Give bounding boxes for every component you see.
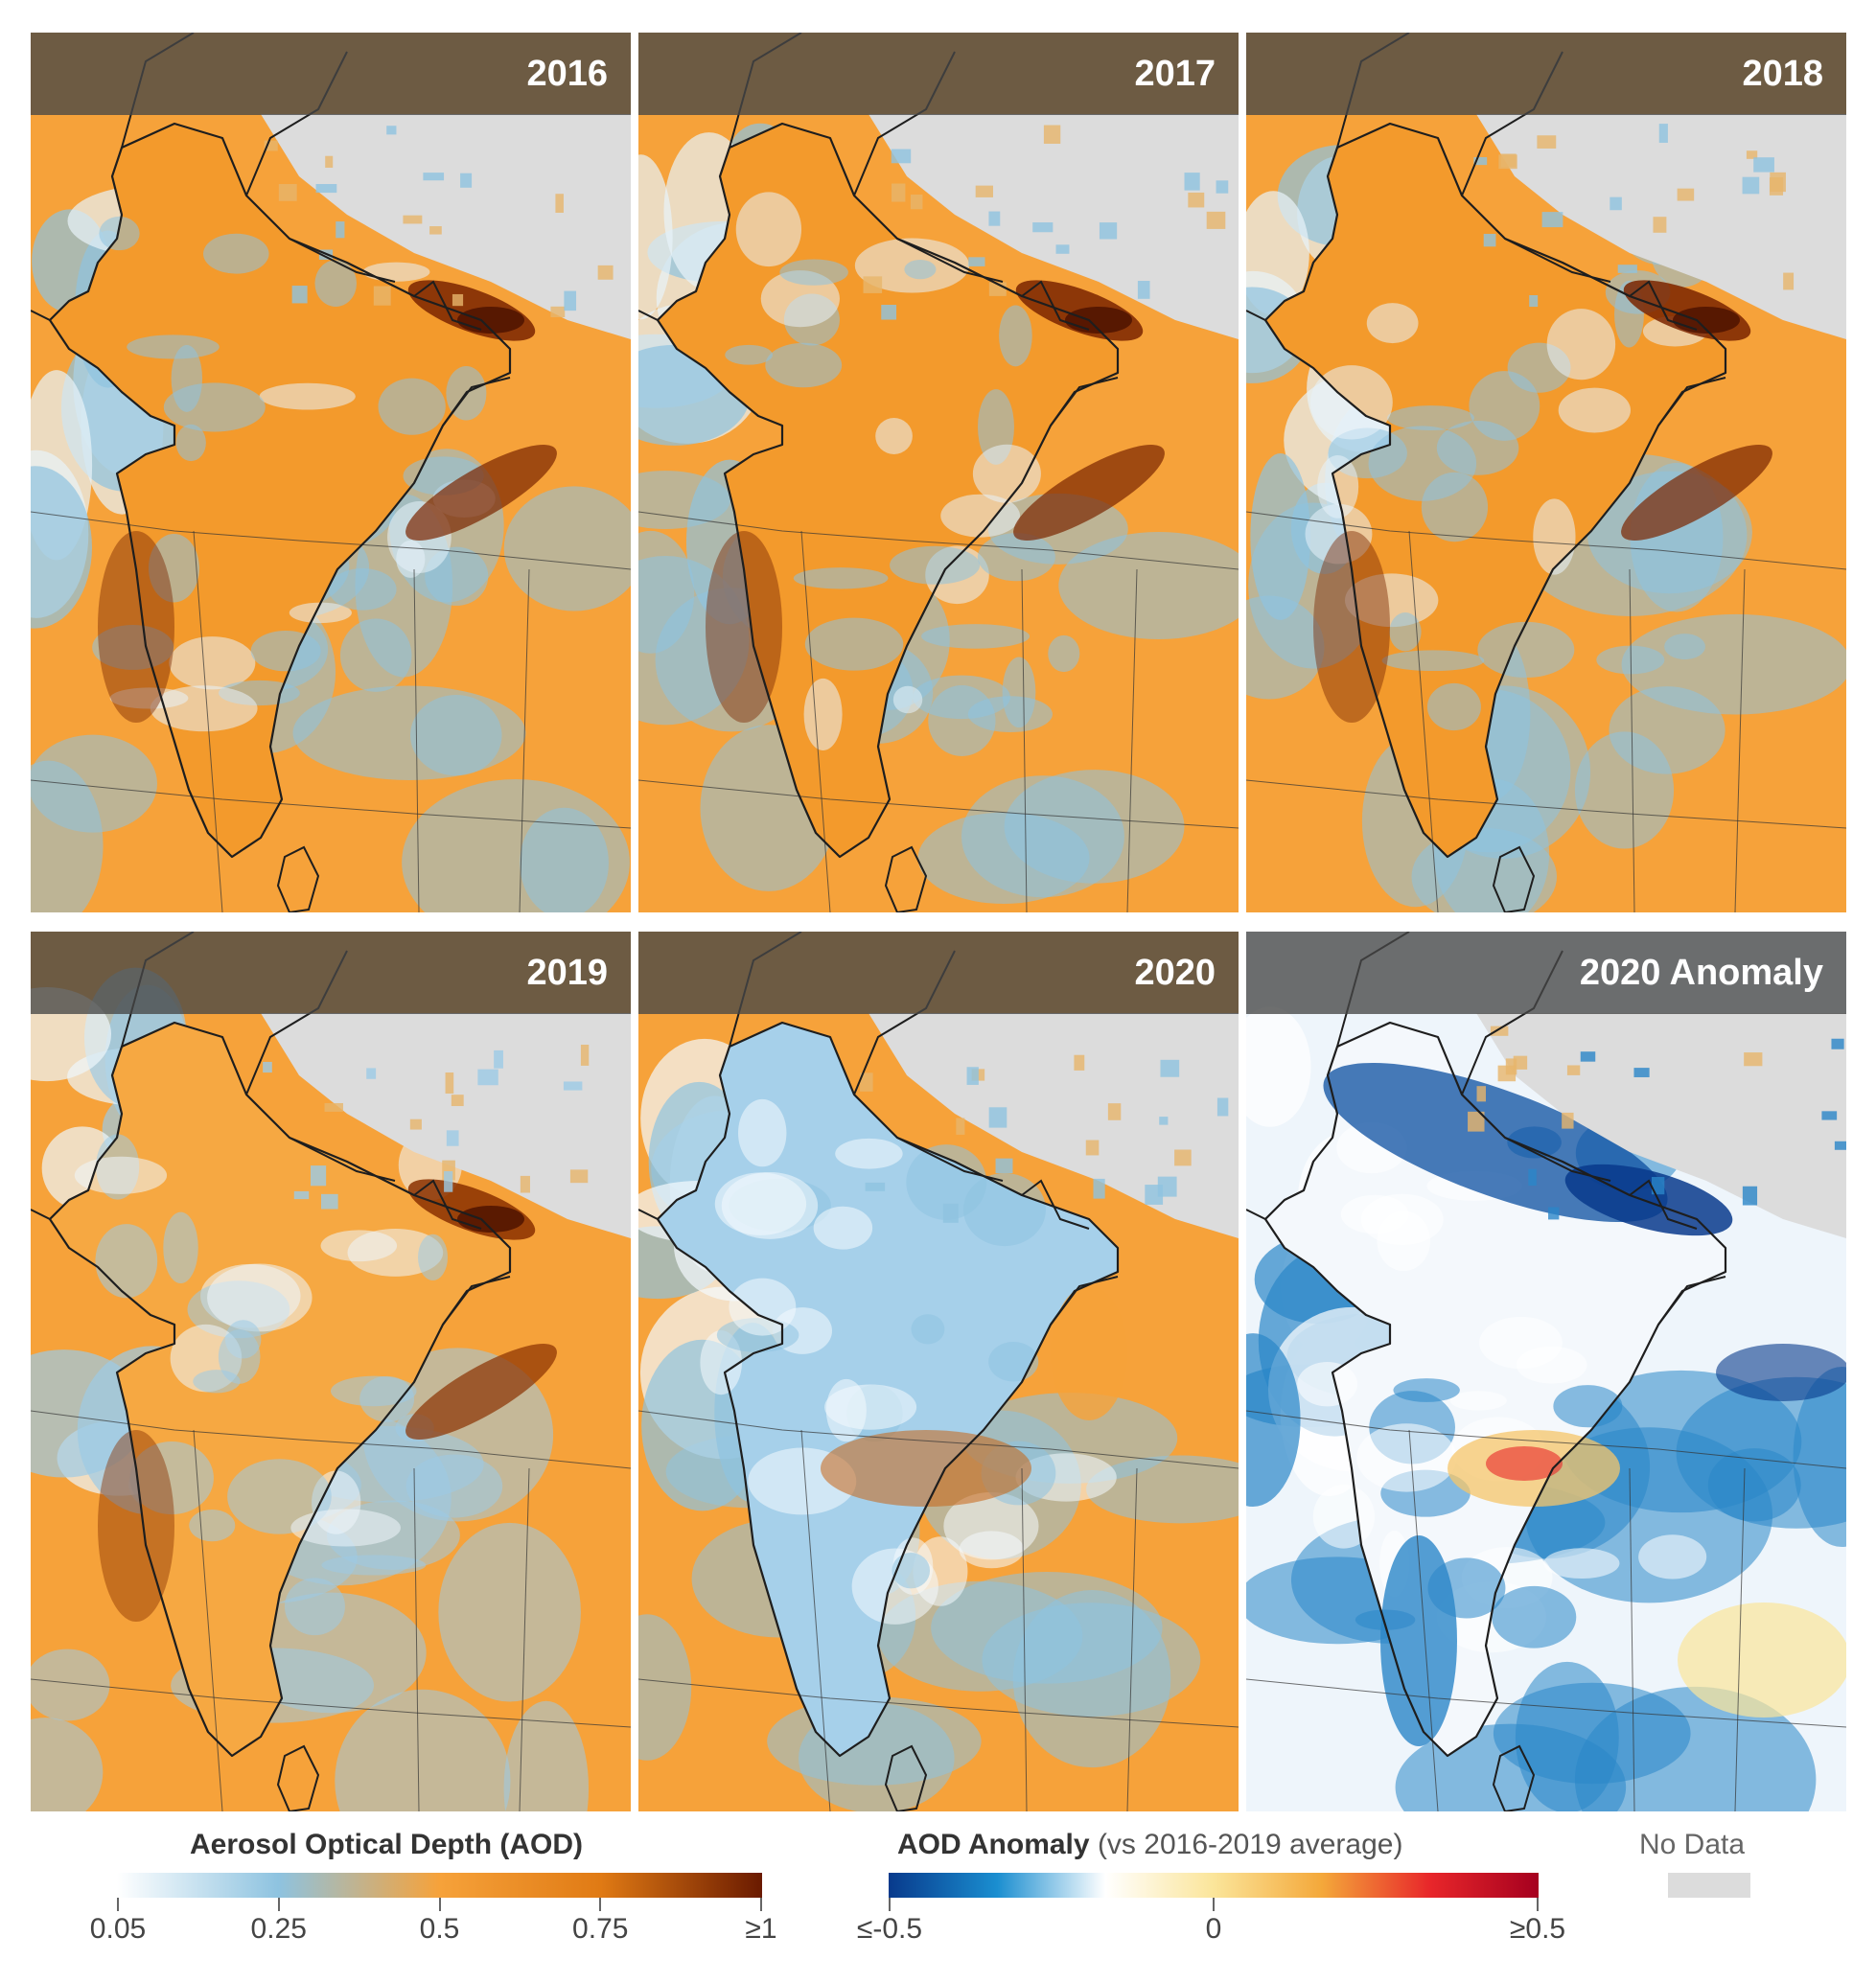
- aod-map-2020: [638, 932, 1239, 1811]
- panel-title: 2019: [31, 932, 631, 1014]
- tick-mark: [438, 1898, 441, 1911]
- map-panel-2017: 2017: [638, 33, 1239, 912]
- tick-mark: [889, 1898, 891, 1911]
- aod-legend-title: Aerosol Optical Depth (AOD): [190, 1829, 584, 1860]
- panel-title: 2017: [638, 33, 1239, 115]
- aod-map-2018: [1246, 33, 1846, 912]
- nodata-label: No Data: [1639, 1829, 1746, 1860]
- tick-label: 0.25: [250, 1913, 307, 1945]
- map-panel-2020-anomaly: 2020 Anomaly: [1246, 932, 1846, 1811]
- aod-map-2017: [638, 33, 1239, 912]
- anomaly-legend-title: AOD Anomaly (vs 2016-2019 average): [897, 1829, 1403, 1860]
- anomaly-map-2020: [1246, 932, 1846, 1811]
- map-panel-2020: 2020: [638, 932, 1239, 1811]
- tick-mark: [599, 1898, 602, 1911]
- panel-title: 2020: [638, 932, 1239, 1014]
- panel-title: 2016: [31, 33, 631, 115]
- aod-colorbar: [117, 1873, 762, 1898]
- tick-label: ≤-0.5: [856, 1913, 923, 1945]
- nodata-swatch: [1668, 1873, 1750, 1898]
- map-panel-2018: 2018: [1246, 33, 1846, 912]
- tick-mark: [277, 1898, 280, 1911]
- legend: Aerosol Optical Depth (AOD) 0.05 0.25 0.5 0…: [0, 1821, 1876, 1983]
- map-panel-2019: 2019: [31, 932, 631, 1811]
- tick-label: 0.5: [419, 1913, 460, 1945]
- tick-mark: [1213, 1898, 1215, 1911]
- aod-map-2016: [31, 33, 631, 912]
- tick-label: 0: [1205, 1913, 1222, 1945]
- map-grid: 2016 2017 2018 2019 2020 2020 Anomaly: [31, 33, 1846, 1811]
- tick-label: ≥1: [745, 1913, 777, 1945]
- anomaly-colorbar: [889, 1873, 1539, 1898]
- map-panel-2016: 2016: [31, 33, 631, 912]
- tick-label: 0.05: [89, 1913, 147, 1945]
- panel-title: 2018: [1246, 33, 1846, 115]
- tick-label: ≥0.5: [1509, 1913, 1566, 1945]
- aod-map-2019: [31, 932, 631, 1811]
- tick-label: 0.75: [572, 1913, 629, 1945]
- tick-mark: [760, 1898, 762, 1911]
- tick-mark: [1537, 1898, 1539, 1911]
- tick-mark: [117, 1898, 119, 1911]
- panel-title: 2020 Anomaly: [1246, 932, 1846, 1014]
